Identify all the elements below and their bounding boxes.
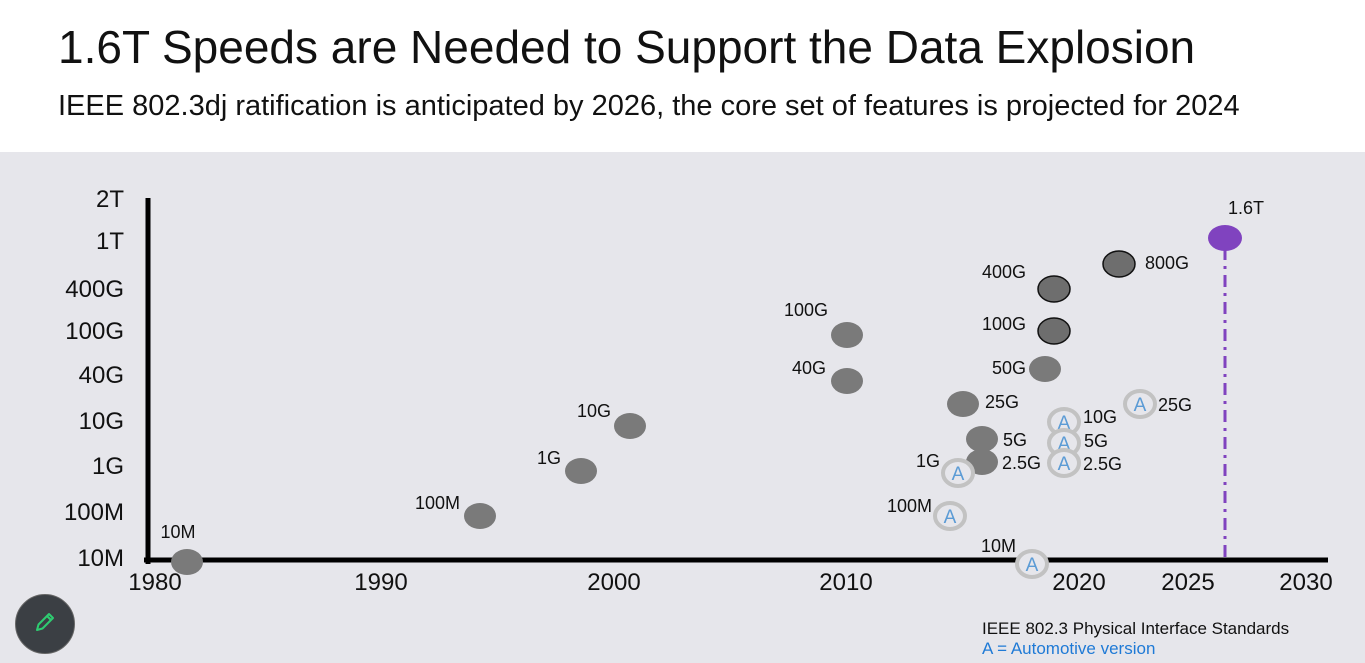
x-tick-label: 1990: [354, 569, 407, 596]
point-label: 5G: [1084, 431, 1108, 451]
x-tick-label: 2010: [819, 569, 872, 596]
point-standard-100G: [831, 322, 863, 348]
y-tick-label: 400G: [65, 276, 124, 303]
point-label: 5G: [1003, 430, 1027, 450]
x-tick-label: 2030: [1279, 569, 1332, 596]
pencil-icon: [32, 609, 58, 640]
point-standard-10M: [171, 549, 203, 575]
point-label: 40G: [792, 358, 826, 378]
point-outlined-800G: [1102, 250, 1136, 278]
point-standard-50G: [1029, 356, 1061, 382]
y-tick-label: 40G: [79, 362, 124, 389]
legend-automotive: A = Automotive version: [982, 639, 1156, 658]
y-tick-label: 10G: [79, 408, 124, 435]
point-standard-40G: [831, 368, 863, 394]
edit-button[interactable]: [15, 594, 75, 654]
point-standard-1G: [565, 458, 597, 484]
automotive-marker: A: [1134, 395, 1147, 416]
point-label: 100G: [982, 314, 1026, 334]
point-label: 100M: [887, 496, 932, 516]
point-standard-5G: [966, 426, 998, 452]
x-tick-label: 1980: [128, 569, 181, 596]
point-label: 25G: [985, 392, 1019, 412]
x-tick-label: 2020: [1052, 569, 1105, 596]
automotive-marker: A: [944, 507, 957, 528]
point-automotive-1G: [941, 458, 975, 488]
point-label: 1G: [537, 448, 561, 468]
page-title: 1.6T Speeds are Needed to Support the Da…: [58, 21, 1196, 73]
point-label: 1.6T: [1228, 198, 1264, 218]
point-label: 100G: [784, 300, 828, 320]
automotive-marker: A: [952, 464, 965, 485]
point-label: 800G: [1145, 253, 1189, 273]
automotive-marker: A: [1058, 454, 1071, 475]
y-tick-label: 1T: [96, 228, 124, 255]
automotive-marker: A: [1026, 555, 1039, 576]
point-label: 10G: [577, 401, 611, 421]
y-tick-label: 1G: [92, 453, 124, 480]
point-highlight-1_6T: [1208, 225, 1242, 251]
y-tick-label: 2T: [96, 186, 124, 213]
point-automotive-100M: [933, 501, 967, 531]
point-label: 10M: [160, 522, 195, 542]
point-label: 25G: [1158, 395, 1192, 415]
point-label: 400G: [982, 262, 1026, 282]
legend-standards: IEEE 802.3 Physical Interface Standards: [982, 619, 1290, 638]
point-label: 50G: [992, 358, 1026, 378]
point-outlined-400G: [1037, 275, 1071, 303]
point-label: 2.5G: [1002, 453, 1041, 473]
chart-panel: 10M 100M 1G 10G 40G 100G 400G 1T 2T 1980 1990 2000 2…: [0, 152, 1365, 663]
point-outlined-100G: [1037, 317, 1071, 345]
point-label: 10G: [1083, 407, 1117, 427]
page-subtitle: IEEE 802.3dj ratification is anticipated…: [58, 90, 1240, 122]
y-tick-label: 10M: [77, 545, 124, 572]
point-label: 2.5G: [1083, 454, 1122, 474]
point-standard-25G: [947, 391, 979, 417]
point-label: 10M: [981, 536, 1016, 556]
x-tick-label: 2025: [1161, 569, 1214, 596]
x-tick-label: 2000: [587, 569, 640, 596]
point-standard-10G: [614, 413, 646, 439]
point-label: 100M: [415, 493, 460, 513]
point-automotive-2_5G: [1047, 448, 1081, 478]
point-automotive-10M: [1015, 549, 1049, 579]
y-tick-label: 100G: [65, 318, 124, 345]
point-automotive-25G: [1123, 389, 1157, 419]
point-standard-100M: [464, 503, 496, 529]
speed-timeline-chart: 10M 100M 1G 10G 40G 100G 400G 1T 2T 1980 1990 2000 2…: [64, 186, 1333, 596]
y-tick-label: 100M: [64, 499, 124, 526]
point-label: 1G: [916, 451, 940, 471]
